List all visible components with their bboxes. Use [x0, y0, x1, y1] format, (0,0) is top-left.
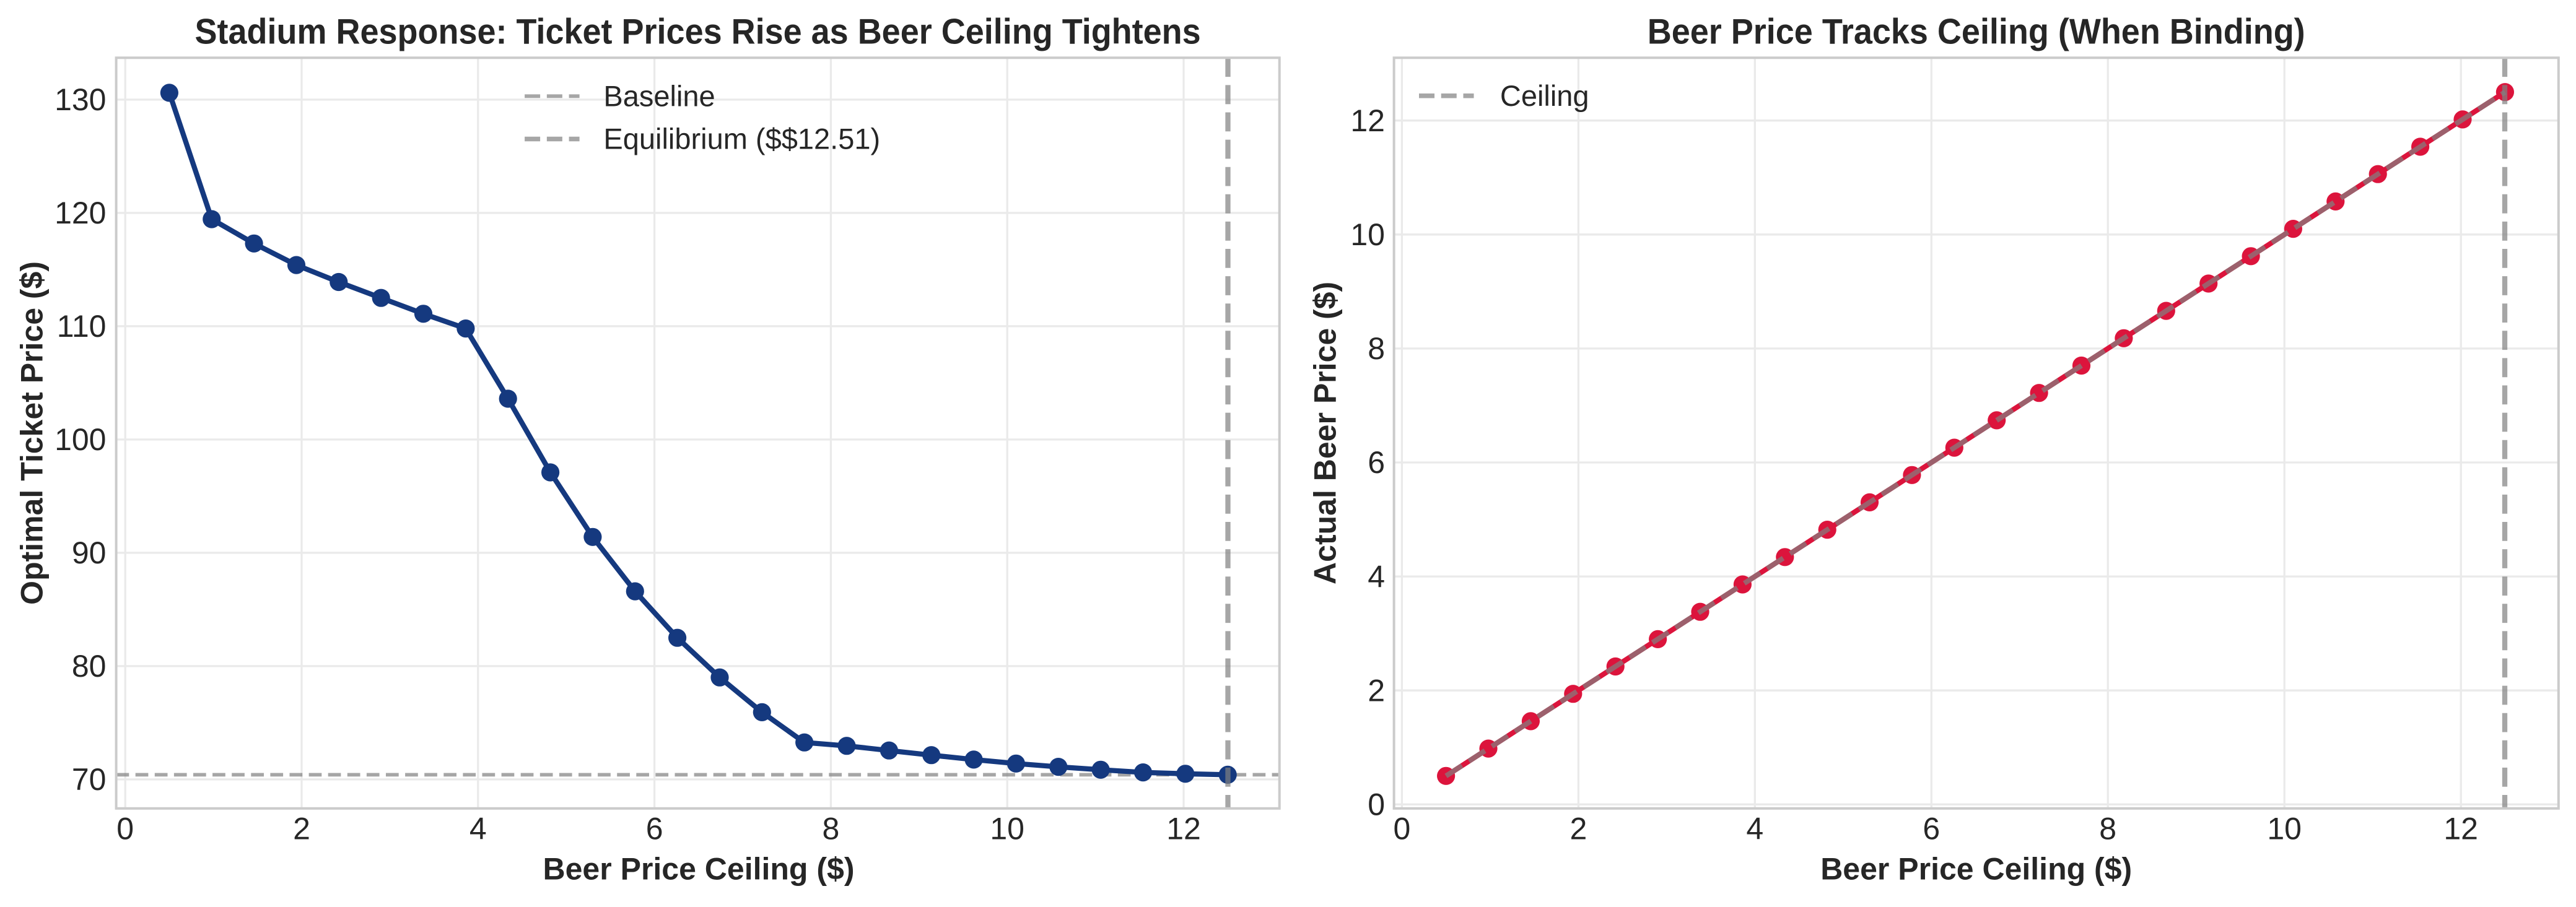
svg-text:Beer Price Ceiling ($): Beer Price Ceiling ($) [1820, 852, 2132, 887]
svg-text:0: 0 [1368, 788, 1385, 822]
svg-text:Baseline: Baseline [603, 80, 715, 113]
svg-text:12: 12 [1166, 811, 1201, 846]
svg-text:0: 0 [116, 811, 134, 846]
svg-text:10: 10 [1350, 217, 1385, 252]
svg-text:Ceiling: Ceiling [1500, 79, 1589, 112]
svg-text:110: 110 [57, 309, 107, 344]
svg-text:0: 0 [1393, 811, 1410, 846]
svg-text:8: 8 [822, 811, 839, 846]
svg-text:Stadium Response: Ticket Price: Stadium Response: Ticket Prices Rise as … [195, 11, 1201, 51]
svg-text:Actual Beer Price ($): Actual Beer Price ($) [1308, 282, 1343, 584]
svg-text:6: 6 [1368, 445, 1385, 480]
svg-text:4: 4 [469, 811, 487, 846]
svg-text:6: 6 [1923, 811, 1940, 846]
svg-text:4: 4 [1368, 559, 1385, 594]
svg-text:Beer Price Ceiling ($): Beer Price Ceiling ($) [543, 852, 855, 887]
svg-text:2: 2 [293, 811, 310, 846]
svg-text:8: 8 [2099, 811, 2116, 846]
svg-text:10: 10 [990, 811, 1024, 846]
svg-text:Equilibrium ($$12.51): Equilibrium ($$12.51) [603, 123, 880, 155]
svg-text:80: 80 [72, 649, 107, 684]
svg-text:130: 130 [55, 82, 106, 117]
svg-text:120: 120 [55, 196, 106, 230]
svg-text:10: 10 [2267, 811, 2302, 846]
svg-text:Optimal Ticket Price ($): Optimal Ticket Price ($) [15, 261, 50, 605]
svg-text:2: 2 [1570, 811, 1587, 846]
svg-text:12: 12 [2443, 811, 2478, 846]
svg-text:12: 12 [1350, 103, 1385, 138]
svg-text:70: 70 [72, 762, 107, 797]
svg-text:2: 2 [1368, 673, 1385, 708]
svg-text:4: 4 [1746, 811, 1763, 846]
svg-text:Beer Price Tracks Ceiling (Whe: Beer Price Tracks Ceiling (When Binding) [1648, 11, 2305, 51]
svg-text:100: 100 [55, 422, 106, 457]
svg-text:90: 90 [72, 536, 107, 570]
svg-text:6: 6 [646, 811, 663, 846]
svg-text:8: 8 [1368, 331, 1385, 366]
